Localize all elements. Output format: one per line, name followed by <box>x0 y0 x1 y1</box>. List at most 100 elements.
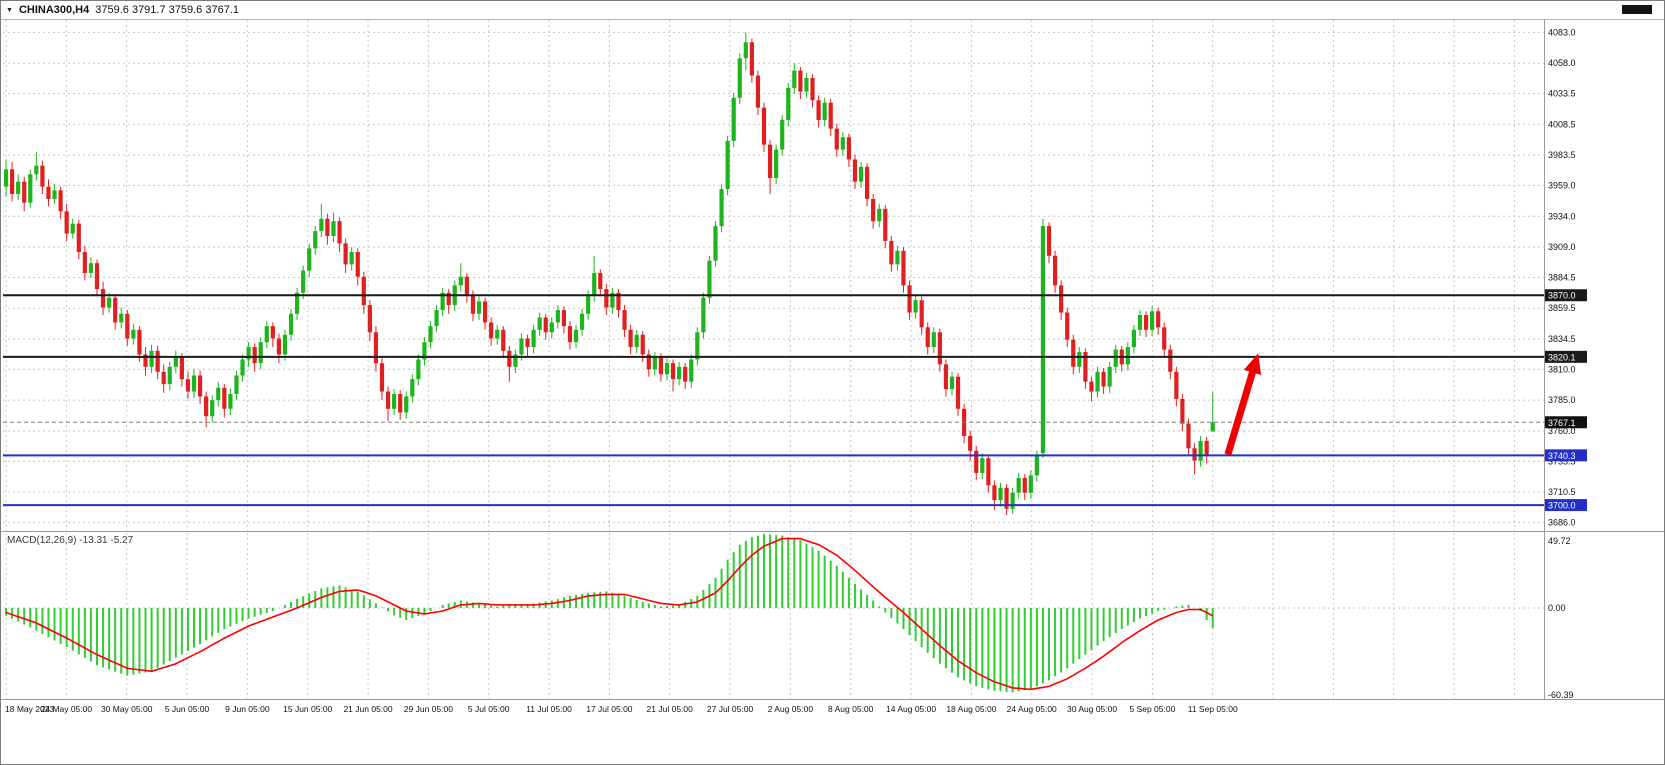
candle-body <box>3 169 9 187</box>
candle-body <box>1101 371 1106 387</box>
candle-body <box>301 270 306 293</box>
candle-body <box>416 359 421 380</box>
candle-body <box>325 218 330 237</box>
candle-body <box>804 78 809 92</box>
candle-body <box>986 458 991 486</box>
x-axis-label: 5 Jun 05:00 <box>165 704 210 714</box>
candle-body <box>1168 349 1173 372</box>
candle-body <box>1052 255 1058 286</box>
candle-body <box>167 366 172 385</box>
candle-body <box>16 181 21 195</box>
candle-body <box>1022 477 1027 493</box>
candle-body <box>143 354 148 367</box>
candle-body <box>586 295 591 314</box>
price-axis-label: 3760.0 <box>1548 426 1576 436</box>
candle-body <box>464 276 469 296</box>
candle-body <box>573 329 579 343</box>
candle-body <box>780 119 785 150</box>
macd-indicator-label: MACD(12,26,9) -13.31 -5.27 <box>7 535 134 546</box>
price-tag <box>1545 416 1587 429</box>
symbol-dropdown-icon[interactable]: ▼ <box>6 6 13 14</box>
price-tag <box>1545 289 1587 302</box>
price-axis-label: 3710.5 <box>1548 487 1576 497</box>
top-right-black-box[interactable] <box>1622 5 1652 14</box>
candle-body <box>197 375 203 397</box>
candle-body <box>113 297 118 323</box>
candle-body <box>155 350 160 372</box>
candle-body <box>519 338 524 355</box>
price-axis-label: 3686.0 <box>1548 517 1576 527</box>
candle-body <box>640 334 645 355</box>
candle-body <box>852 159 858 182</box>
candle-body <box>1210 422 1215 432</box>
candle-body <box>373 332 379 364</box>
candle-body <box>234 375 239 394</box>
trend-arrow-head[interactable] <box>1243 353 1262 376</box>
candle-body <box>810 78 815 101</box>
candle-body <box>22 181 27 203</box>
candle-body <box>913 300 918 313</box>
candle-body <box>428 326 433 343</box>
candle-body <box>816 100 821 120</box>
candle-body <box>1065 312 1070 340</box>
candle-body <box>367 305 372 333</box>
candle-body <box>919 300 924 328</box>
candle-body <box>337 221 342 244</box>
candle-body <box>379 363 385 392</box>
candle-body <box>331 221 336 237</box>
candle-body <box>343 243 348 265</box>
candle-body <box>968 435 973 451</box>
candle-body <box>883 208 888 241</box>
candle-body <box>392 393 397 409</box>
candle-body <box>798 70 803 92</box>
candle-body <box>458 276 463 286</box>
x-axis-label: 2 Aug 05:00 <box>768 704 814 714</box>
candle-body <box>131 329 136 339</box>
candle-body <box>307 248 312 271</box>
candle-body <box>252 347 257 364</box>
candle-body <box>94 263 100 290</box>
price-tag <box>1545 449 1587 462</box>
candle-body <box>943 364 949 390</box>
price-axis-label: 3959.0 <box>1548 180 1576 190</box>
candle-body <box>664 363 670 375</box>
candle-body <box>1089 381 1094 392</box>
candle-body <box>1174 371 1179 399</box>
candle-body <box>9 169 15 195</box>
candle-body <box>634 334 639 348</box>
candle-body <box>1198 440 1203 461</box>
candle-body <box>513 354 518 367</box>
candle-body <box>173 356 178 367</box>
candle-body <box>670 363 676 380</box>
candle-body <box>1095 371 1100 392</box>
candle-body <box>507 350 512 367</box>
x-axis-label: 15 Jun 05:00 <box>283 704 332 714</box>
x-axis-label: 11 Jul 05:00 <box>526 704 572 714</box>
candle-body <box>767 144 773 178</box>
candle-body <box>1028 475 1033 493</box>
candle-body <box>834 128 839 150</box>
candle-body <box>610 292 615 308</box>
candle-body <box>1107 366 1112 387</box>
price-tag-label: 3820.1 <box>1548 352 1576 362</box>
price-axis-label: 3859.5 <box>1548 303 1576 313</box>
candle-body <box>955 376 961 409</box>
candle-body <box>319 218 324 232</box>
price-axis-label: 3909.0 <box>1548 242 1576 252</box>
candle-body <box>677 366 682 380</box>
candle-body <box>864 166 870 199</box>
candle-body <box>258 342 263 364</box>
chart-header: ▼ CHINA300,H4 3759.6 3791.7 3759.6 3767.… <box>1 1 1664 20</box>
candle-body <box>840 137 845 150</box>
trend-arrow-shaft[interactable] <box>1224 371 1256 456</box>
price-axis-label: 3834.5 <box>1548 334 1576 344</box>
candle-body <box>567 326 573 343</box>
candle-body <box>998 487 1003 501</box>
candle-body <box>1131 329 1137 348</box>
candle-body <box>743 42 748 59</box>
candle-body <box>725 140 730 190</box>
candle-body <box>1186 423 1191 449</box>
candle-body <box>222 387 227 409</box>
price-axis-label: 4033.5 <box>1548 88 1576 98</box>
